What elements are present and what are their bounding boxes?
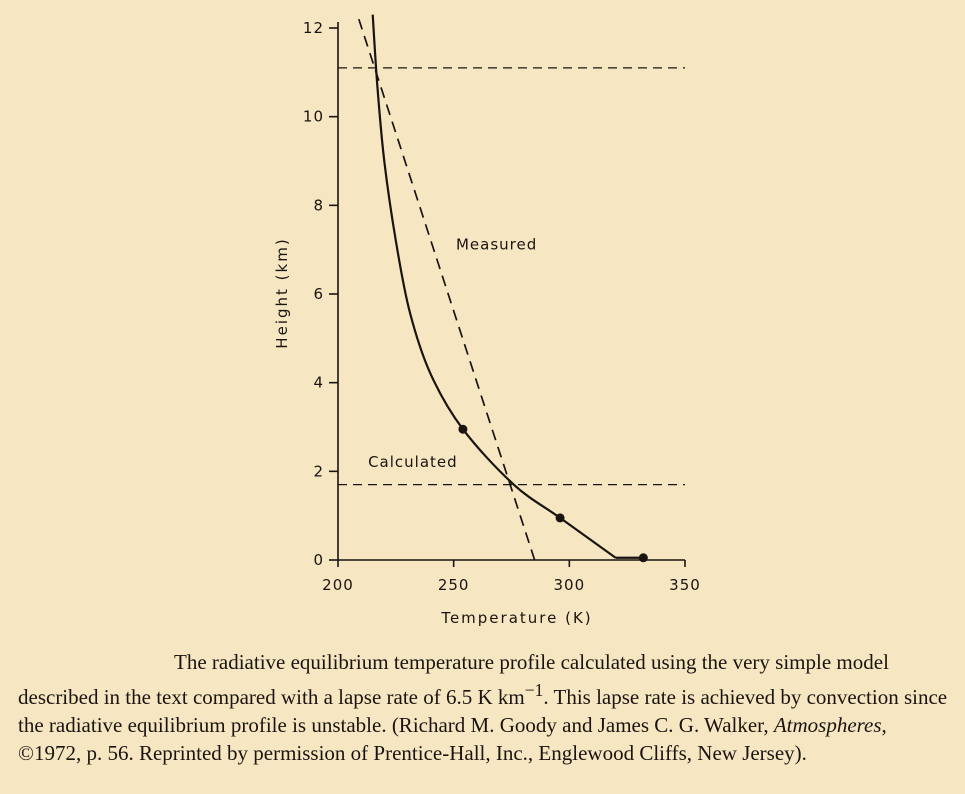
- caption-text: The radiative equilibrium temperature pr…: [18, 648, 948, 767]
- x-tick-label-250: 250: [438, 576, 470, 594]
- series-label-calculated: Calculated: [368, 453, 458, 471]
- y-tick-label-10: 10: [303, 108, 324, 126]
- x-tick-label-300: 300: [554, 576, 586, 594]
- caption-part-3: , ©1972, p. 56. Reprinted by permission …: [18, 713, 887, 765]
- x-tick-label-200: 200: [322, 576, 354, 594]
- x-tick-label-350: 350: [669, 576, 701, 594]
- marker-calculated-1: [458, 424, 468, 434]
- y-tick-label-2: 2: [313, 462, 324, 480]
- figure-caption: The radiative equilibrium temperature pr…: [18, 648, 948, 767]
- temperature-profile-chart: 200 250 300 350 0 2 4 6 8 10 12 Temperature (K) Heig…: [273, 14, 701, 627]
- marker-calculated-2: [555, 513, 565, 523]
- series-label-measured: Measured: [456, 236, 537, 254]
- y-tick-label-0: 0: [313, 551, 324, 569]
- caption-part-1: The radiative equilibrium temperature pr…: [18, 650, 889, 709]
- chart-figure: 200 250 300 350 0 2 4 6 8 10 12 Temperature (K) Heig…: [273, 14, 701, 627]
- y-tick-label-6: 6: [313, 285, 324, 303]
- series-line-calculated: [371, 14, 617, 559]
- y-tick-label-4: 4: [313, 374, 324, 392]
- caption-superscript: −1: [524, 680, 544, 700]
- y-tick-label-12: 12: [303, 19, 324, 37]
- x-axis-title: Temperature (K): [440, 609, 592, 627]
- series-line-measured: [358, 18, 536, 561]
- caption-part-2: . This lapse rate is achieved by convect…: [18, 685, 948, 737]
- y-tick-label-8: 8: [313, 196, 324, 214]
- y-axis-title: Height (km): [273, 237, 291, 348]
- caption-book-title: Atmospheres: [773, 713, 882, 737]
